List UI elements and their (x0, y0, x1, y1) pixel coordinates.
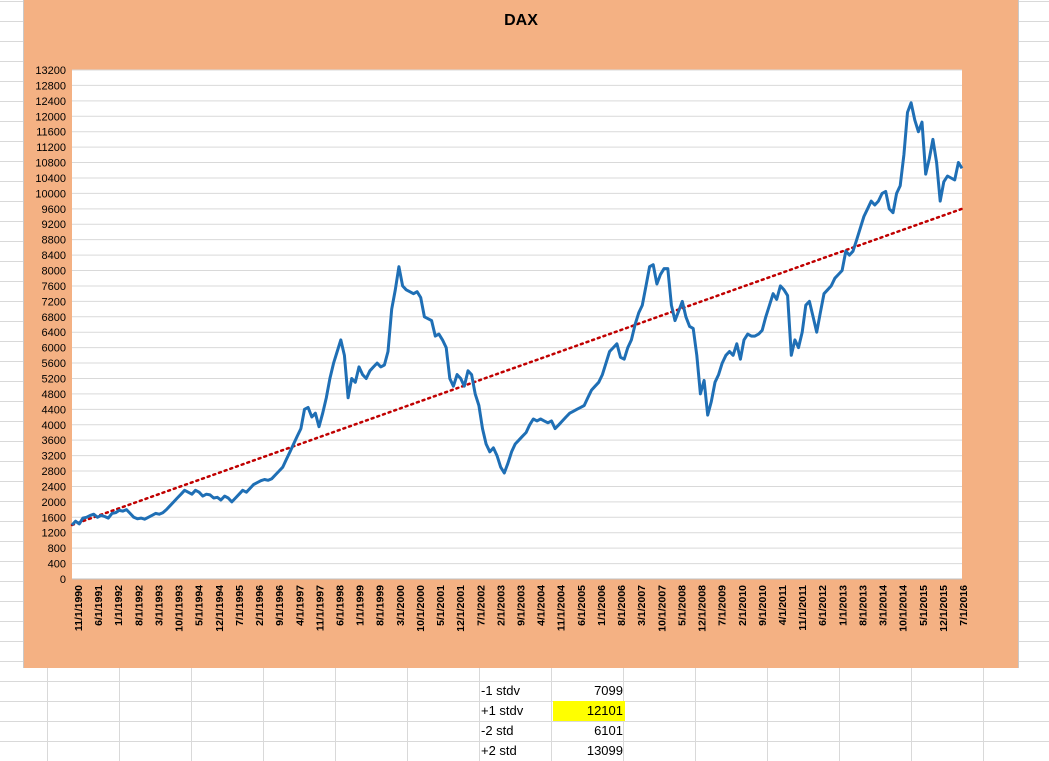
x-tick-label: 12/1/2001 (455, 585, 467, 632)
y-tick-label: 1200 (42, 528, 66, 540)
x-tick-label: 11/1/2004 (556, 585, 568, 631)
stats-value[interactable]: 6101 (594, 723, 623, 738)
x-tick-label: 5/1/2001 (435, 585, 447, 626)
y-tick-label: 9200 (42, 219, 66, 231)
linear-trendline (70, 207, 964, 527)
x-tick-label: 7/1/2002 (475, 585, 487, 626)
plot-area (72, 70, 962, 579)
y-axis-ticks: 0 400 800 1200 1600 2000 2400 2800 3200 3600 4000 4… (35, 65, 66, 586)
y-tick-label: 5600 (42, 358, 66, 370)
x-tick-label: 7/1/1995 (234, 585, 246, 626)
x-tick-label: 7/1/2009 (717, 585, 729, 626)
x-tick-label: 5/1/1994 (194, 585, 206, 626)
x-tick-label: 6/1/2005 (576, 585, 588, 626)
x-tick-label: 1/1/1992 (113, 585, 125, 626)
y-tick-label: 8800 (42, 235, 66, 247)
x-tick-label: 8/1/1992 (133, 585, 145, 626)
x-tick-label: 12/1/2015 (938, 585, 950, 632)
x-tick-label: 3/1/1993 (153, 585, 165, 626)
x-axis-ticks: 11/1/1990 6/1/1991 1/1/1992 8/1/1992 3/1/199… (73, 585, 970, 632)
y-tick-label: 11600 (36, 127, 66, 139)
y-tick-label: 800 (48, 543, 66, 555)
y-tick-label: 3200 (42, 451, 66, 463)
stats-label: -2 std (481, 723, 514, 738)
x-tick-label: 2/1/1996 (254, 585, 266, 626)
y-tick-label: 4800 (42, 389, 66, 401)
y-tick-label: 2000 (42, 497, 66, 509)
x-tick-label: 4/1/2011 (777, 585, 789, 625)
y-tick-label: 3600 (42, 435, 66, 447)
x-tick-label: 11/1/1997 (314, 585, 326, 631)
x-tick-label: 10/1/1993 (174, 585, 186, 632)
x-tick-label: 1/1/2013 (837, 585, 849, 626)
x-tick-label: 11/1/1990 (73, 585, 85, 631)
x-tick-label: 7/1/2016 (958, 585, 970, 626)
y-tick-label: 2800 (42, 466, 66, 478)
y-tick-label: 8000 (42, 266, 66, 278)
stats-value[interactable]: 13099 (586, 743, 623, 758)
x-tick-label: 10/1/2007 (656, 585, 668, 632)
chart-title: DAX (504, 12, 538, 29)
x-tick-label: 8/1/2006 (616, 585, 628, 626)
y-tick-label: 10800 (35, 158, 66, 170)
y-tick-label: 1600 (42, 512, 66, 524)
x-tick-label: 8/1/2013 (857, 585, 869, 626)
dax-line-chart: 0 400 800 1200 1600 2000 2400 2800 3200 3600 4000 4… (35, 65, 970, 632)
x-tick-label: 12/1/2008 (697, 585, 709, 632)
y-tick-label: 11200 (36, 142, 66, 154)
y-tick-label: 6400 (42, 327, 66, 339)
y-tick-label: 4400 (42, 404, 66, 416)
stats-label: +1 stdv (481, 703, 524, 718)
x-tick-label: 12/1/1994 (214, 585, 226, 632)
y-tick-label: 12800 (35, 80, 66, 92)
stats-value-highlighted[interactable]: 12101 (553, 701, 625, 721)
x-tick-label: 5/1/2015 (918, 585, 930, 626)
x-tick-label: 9/1/1996 (274, 585, 286, 626)
x-tick-label: 8/1/1999 (375, 585, 387, 626)
x-tick-label: 6/1/1998 (334, 585, 346, 626)
x-tick-label: 5/1/2008 (676, 585, 688, 626)
y-tick-label: 5200 (42, 373, 66, 385)
x-tick-label: 4/1/1997 (294, 585, 306, 626)
x-tick-label: 1/1/2006 (596, 585, 608, 626)
x-tick-label: 10/1/2014 (898, 585, 910, 632)
y-tick-label: 12000 (35, 111, 66, 123)
y-tick-label: 4000 (42, 420, 66, 432)
x-tick-label: 1/1/1999 (355, 585, 367, 626)
x-tick-label: 3/1/2000 (395, 585, 407, 626)
x-tick-label: 9/1/2010 (757, 585, 769, 626)
y-tick-label: 7200 (42, 296, 66, 308)
x-tick-label: 3/1/2007 (636, 585, 648, 626)
y-tick-label: 7600 (42, 281, 66, 293)
dax-series-line (70, 101, 964, 527)
x-tick-label: 4/1/2004 (536, 585, 548, 626)
y-tick-label: 6800 (42, 312, 66, 324)
x-tick-label: 6/1/2012 (817, 585, 829, 626)
y-tick-label: 12400 (35, 96, 66, 108)
y-tick-label: 0 (60, 574, 66, 586)
y-tick-label: 2400 (42, 481, 66, 493)
y-tick-label: 10000 (35, 188, 66, 200)
x-tick-label: 10/1/2000 (415, 585, 427, 632)
stats-label: +2 std (481, 743, 517, 758)
x-tick-label: 2/1/2003 (495, 585, 507, 626)
y-tick-label: 400 (48, 559, 66, 571)
x-tick-label: 11/1/2011 (797, 585, 809, 631)
y-tick-label: 13200 (35, 65, 66, 77)
stats-label: -1 stdv (481, 683, 521, 698)
y-tick-label: 8400 (42, 250, 66, 262)
y-tick-label: 6000 (42, 343, 66, 355)
stats-value[interactable]: 7099 (594, 683, 623, 698)
y-tick-label: 9600 (42, 204, 66, 216)
gridlines (72, 69, 962, 580)
x-tick-label: 3/1/2014 (878, 585, 890, 626)
x-tick-label: 9/1/2003 (516, 585, 528, 626)
y-tick-label: 10400 (35, 173, 66, 185)
x-tick-label: 2/1/2010 (737, 585, 749, 626)
x-tick-label: 6/1/1991 (93, 585, 105, 626)
